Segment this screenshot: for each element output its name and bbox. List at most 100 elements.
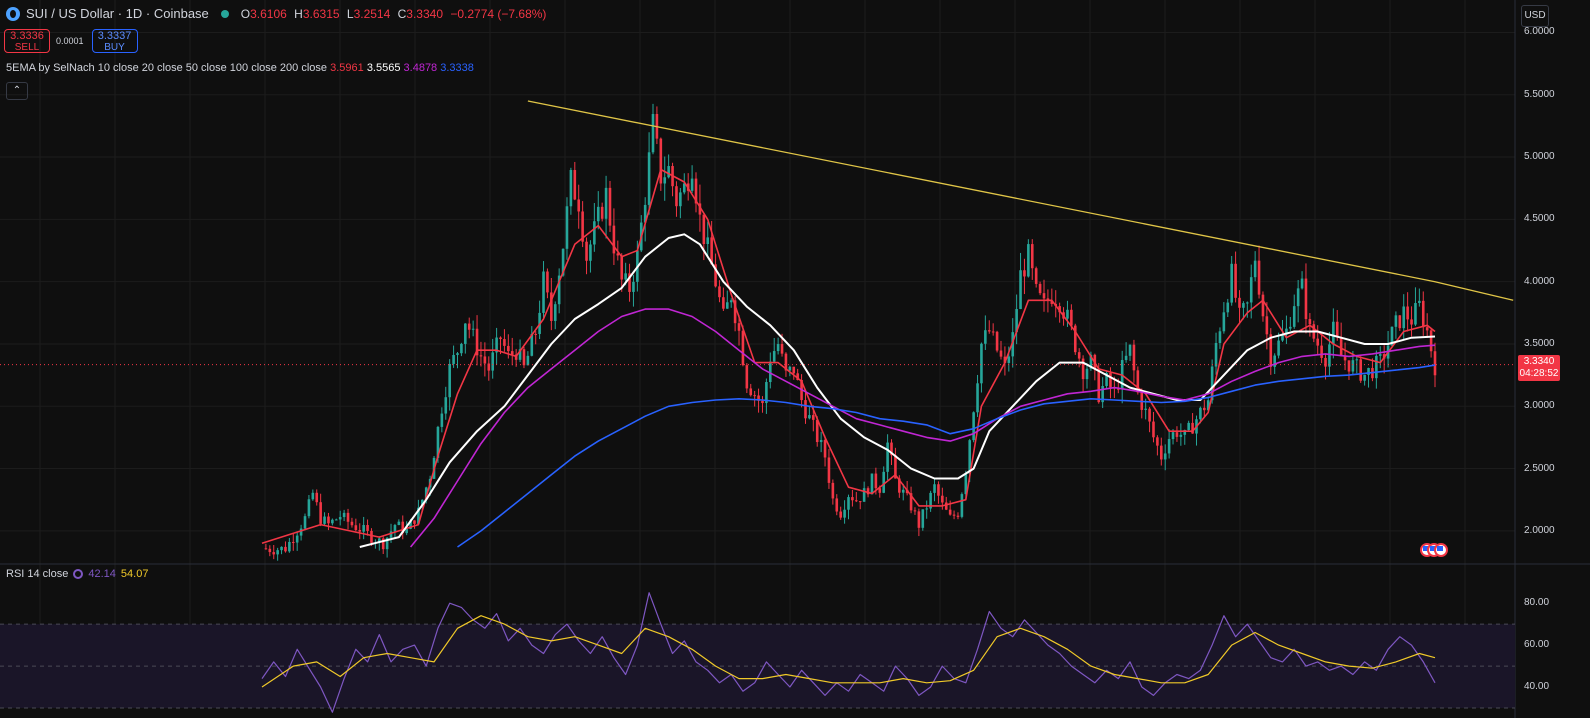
candle (682, 183, 686, 193)
candle (956, 515, 960, 517)
candle (1410, 319, 1413, 325)
candle (862, 488, 866, 502)
candle (596, 206, 600, 222)
candle (1292, 306, 1296, 327)
candle (1277, 340, 1280, 356)
candle (1136, 370, 1140, 393)
candle (1308, 319, 1312, 325)
candle (894, 455, 897, 479)
candle (370, 530, 373, 543)
candle (323, 516, 326, 524)
y-tick-label: 4.5000 (1524, 213, 1555, 225)
candle (362, 525, 365, 532)
candle (280, 546, 283, 551)
candle (1253, 260, 1257, 278)
candle (839, 511, 842, 518)
candle (1203, 407, 1206, 411)
candle (550, 292, 553, 321)
price-change: −0.2774 (−7.68%) (450, 6, 547, 21)
candle (1179, 434, 1183, 437)
candle (291, 541, 295, 543)
candle (1406, 306, 1409, 320)
candle (995, 331, 999, 351)
candle (1390, 326, 1394, 346)
candle (522, 349, 526, 366)
candle (1402, 306, 1406, 329)
candle (299, 528, 303, 536)
candle (1011, 332, 1015, 357)
candle (823, 439, 827, 458)
candle (1206, 400, 1210, 411)
ohlc-values: O3.6106 H3.6315 L3.2514 C3.3340 −0.2774 … (240, 6, 547, 21)
candle (866, 488, 870, 495)
symbol-title[interactable]: SUI / US Dollar · 1D · Coinbase (26, 6, 209, 21)
candle (792, 366, 796, 374)
rsi-band (0, 624, 1515, 708)
candle (1116, 388, 1120, 390)
us-flag-icon[interactable] (1434, 543, 1448, 557)
candle (968, 440, 972, 474)
candle (729, 300, 733, 303)
candle (534, 333, 537, 335)
candle (1433, 351, 1437, 376)
candle (909, 493, 913, 511)
candle (327, 516, 330, 524)
candle (456, 353, 459, 355)
candle (1378, 354, 1382, 356)
candle (577, 199, 581, 212)
candle (1038, 283, 1042, 294)
candle (679, 192, 682, 207)
candle (1347, 360, 1351, 372)
candle (1030, 244, 1034, 269)
candle (401, 521, 405, 534)
candle (925, 508, 928, 510)
candle (581, 211, 584, 242)
candle (780, 344, 784, 354)
candle (542, 271, 545, 313)
candle (346, 512, 350, 522)
candle (1265, 316, 1269, 335)
candle (1175, 432, 1179, 437)
candle (1015, 309, 1018, 333)
rsi-legend[interactable]: RSI 14 close 42.14 54.07 (6, 568, 149, 580)
candle (499, 337, 502, 340)
candle (1023, 270, 1026, 277)
candle (737, 323, 741, 331)
candle (1199, 407, 1202, 420)
candle (1421, 300, 1425, 328)
candle (565, 206, 569, 249)
rsi-settings-icon[interactable] (73, 569, 84, 579)
candle (1398, 315, 1402, 329)
candle (1070, 309, 1073, 326)
candle (510, 351, 514, 355)
buy-button[interactable]: 3.3337 BUY (91, 29, 138, 53)
currency-button[interactable]: USD (1521, 5, 1549, 27)
candle (937, 484, 940, 496)
candle (843, 509, 846, 518)
candle (741, 330, 745, 366)
candle (1425, 327, 1429, 331)
y-tick-label: 2.0000 (1524, 524, 1555, 536)
trendline (527, 100, 1514, 301)
candle (569, 170, 573, 207)
candle (812, 415, 815, 420)
candle (933, 484, 936, 493)
candle (675, 186, 678, 207)
candle (1210, 366, 1214, 401)
candle (405, 528, 408, 534)
candle (796, 373, 799, 381)
candle (710, 237, 713, 265)
candle (1226, 302, 1230, 313)
candle (667, 166, 670, 178)
candle (557, 275, 561, 305)
candle (1066, 309, 1069, 319)
sell-button[interactable]: 3.3336 SELL (4, 29, 50, 53)
ema-legend[interactable]: 5EMA by SelNach 10 close 20 close 50 clo… (6, 62, 474, 74)
candle (847, 497, 850, 510)
y-tick-label: 80.00 (1524, 597, 1550, 609)
candle (288, 541, 291, 552)
collapse-indicators-button[interactable]: ⌃ (6, 82, 28, 100)
candle (921, 509, 925, 528)
economic-events[interactable] (1420, 543, 1448, 557)
